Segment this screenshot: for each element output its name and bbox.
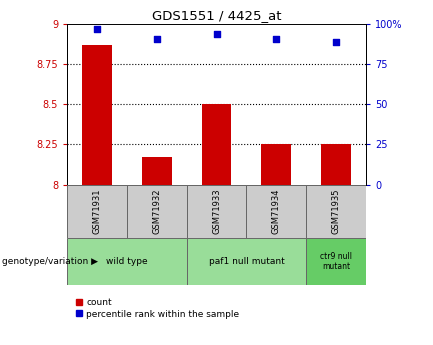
Text: GSM71931: GSM71931: [93, 189, 101, 234]
Point: [273, 36, 280, 41]
Bar: [187, 238, 306, 285]
Bar: [306, 185, 366, 238]
Text: wild type: wild type: [106, 257, 148, 266]
Bar: [187, 185, 246, 238]
Bar: [201, 105, 231, 185]
Text: GSM71934: GSM71934: [272, 189, 281, 234]
Text: GSM71932: GSM71932: [152, 189, 161, 234]
Text: ctr9 null
mutant: ctr9 null mutant: [320, 252, 352, 271]
Point: [213, 31, 220, 37]
Bar: [67, 238, 187, 285]
Text: GSM71935: GSM71935: [332, 189, 340, 234]
Text: GSM71933: GSM71933: [212, 188, 221, 234]
Text: paf1 null mutant: paf1 null mutant: [209, 257, 284, 266]
Legend: count, percentile rank within the sample: count, percentile rank within the sample: [71, 294, 243, 322]
Bar: [246, 185, 306, 238]
Bar: [67, 185, 127, 238]
Bar: [127, 185, 187, 238]
Bar: [142, 157, 171, 185]
Bar: [321, 145, 351, 185]
Point: [94, 26, 100, 32]
Point: [153, 36, 160, 41]
Title: GDS1551 / 4425_at: GDS1551 / 4425_at: [152, 9, 281, 22]
Bar: [306, 238, 366, 285]
Text: genotype/variation ▶: genotype/variation ▶: [2, 257, 98, 266]
Point: [333, 39, 339, 45]
Bar: [82, 45, 112, 185]
Bar: [261, 145, 291, 185]
